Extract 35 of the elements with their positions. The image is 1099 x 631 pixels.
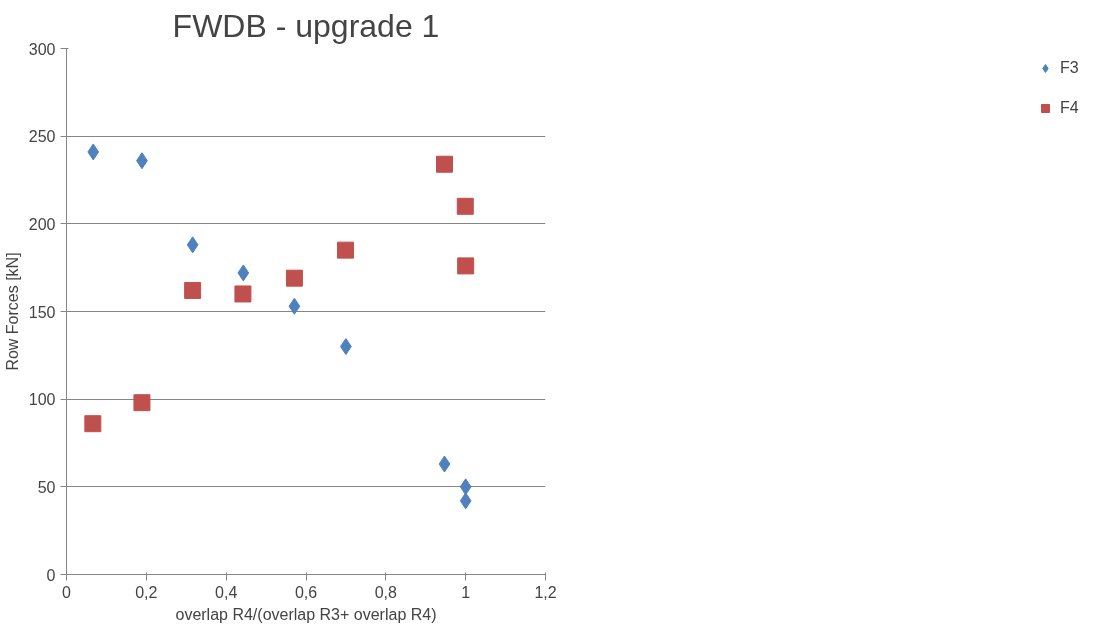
x-tick-label: 0,2: [135, 583, 158, 601]
point: [459, 492, 472, 510]
point: [184, 281, 202, 299]
y-axis-title: Row Forces [kN]: [3, 252, 21, 371]
y-tick-label: 0: [46, 566, 56, 584]
point: [285, 269, 303, 287]
x-tick-label: 0: [62, 583, 72, 601]
y-tick-label: 100: [28, 391, 56, 409]
point: [436, 155, 454, 173]
y-tick-label: 300: [28, 40, 56, 58]
legend-label: F3: [1060, 59, 1080, 77]
point: [87, 143, 100, 161]
x-tick-label: 1: [461, 583, 471, 601]
point: [459, 478, 472, 496]
x-tick-label: 0,6: [294, 583, 318, 601]
x-tick-label: 1,2: [534, 583, 557, 601]
point: [234, 285, 252, 303]
legend-label: F4: [1060, 99, 1080, 117]
y-tick-label: 200: [28, 215, 56, 233]
y-tick-label: 150: [28, 303, 56, 321]
x-tick-label: 0,8: [374, 583, 398, 601]
point: [84, 415, 102, 433]
point: [337, 241, 355, 259]
point: [456, 197, 474, 215]
y-tick-label: 50: [37, 478, 56, 496]
point: [186, 236, 199, 254]
x-tick-label: 0,4: [215, 583, 238, 601]
y-tick-label: 250: [28, 128, 56, 146]
point: [237, 264, 250, 282]
point: [133, 394, 151, 412]
point: [288, 297, 301, 315]
point: [457, 257, 475, 275]
chart-title: FWDB - upgrade 1: [172, 7, 440, 44]
point: [438, 455, 451, 473]
x-axis-title: overlap R4/(overlap R3+ overlap R4): [175, 605, 437, 623]
